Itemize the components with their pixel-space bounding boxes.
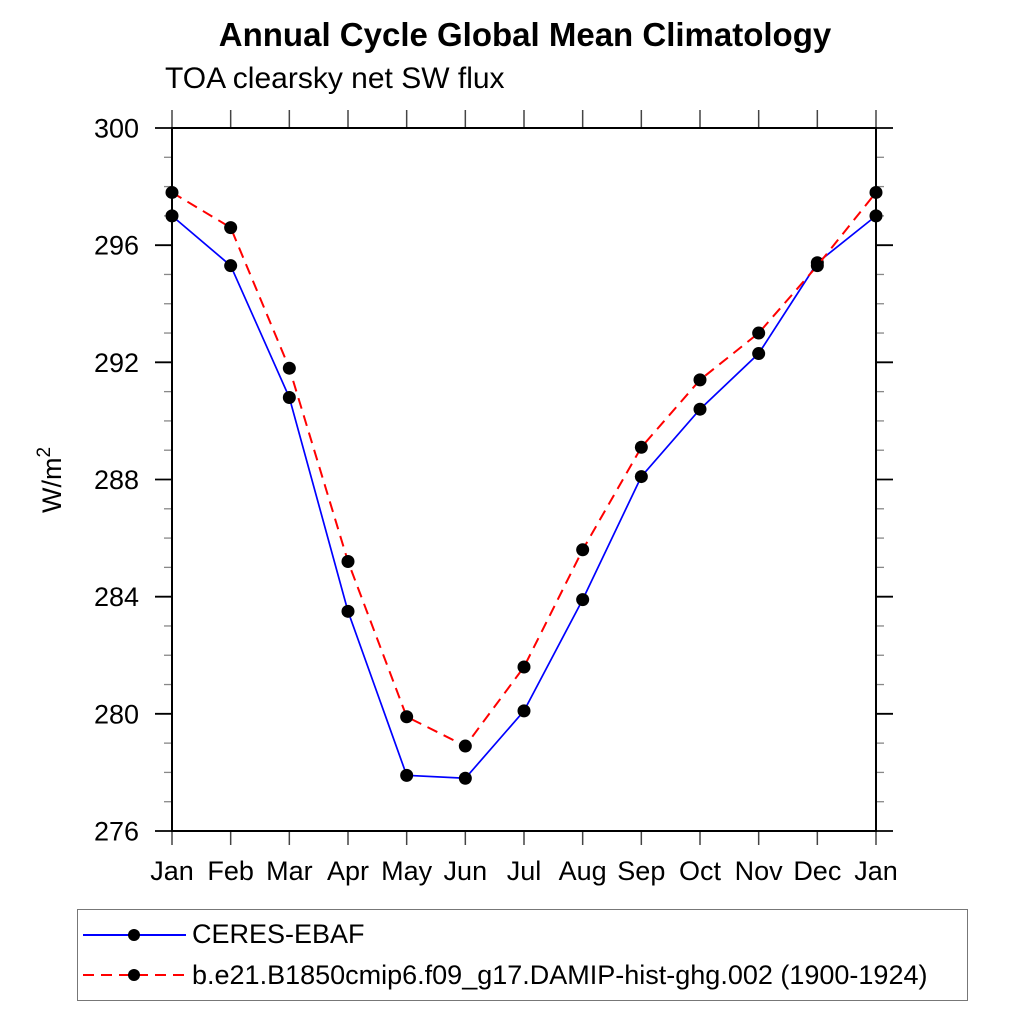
- series-line-0: [171, 215, 877, 780]
- legend-item-model: b.e21.B1850cmip6.f09_g17.DAMIP-hist-ghg.…: [81, 960, 967, 991]
- x-tick-label: Mar: [266, 856, 313, 886]
- legend-line-sample-solid: [83, 928, 186, 941]
- x-tick-label: Apr: [327, 856, 369, 886]
- y-tick-label: 276: [94, 817, 139, 847]
- series-marker-1: [693, 373, 707, 387]
- series-marker-1: [576, 543, 590, 557]
- series-marker-0: [693, 402, 707, 416]
- x-tick-label: Sep: [617, 856, 665, 886]
- plot-frame: [171, 127, 877, 832]
- y-tick-label: 280: [94, 699, 139, 729]
- series-marker-1: [165, 185, 179, 199]
- series-marker-0: [752, 347, 766, 361]
- legend-label-model: b.e21.B1850cmip6.f09_g17.DAMIP-hist-ghg.…: [192, 959, 928, 990]
- series-marker-0: [634, 470, 648, 484]
- series-marker-1: [341, 555, 355, 569]
- x-tick-label: Oct: [679, 856, 722, 886]
- y-tick-label: 292: [94, 348, 139, 378]
- series-marker-1: [517, 660, 531, 674]
- series-marker-0: [341, 604, 355, 618]
- legend-sample-marker: [128, 928, 140, 941]
- y-tick-label: 296: [94, 231, 139, 261]
- series-marker-1: [752, 326, 766, 340]
- x-tick-label: Dec: [793, 856, 841, 886]
- legend-label-ceres: CERES-EBAF: [192, 919, 365, 950]
- legend-box: CERES-EBAF b.e21.B1850cmip6.f09_g17.DAMI…: [77, 909, 968, 1001]
- series-marker-0: [282, 390, 296, 404]
- x-tick-label: Aug: [559, 856, 607, 886]
- series-marker-0: [400, 768, 414, 782]
- y-tick-label: 300: [94, 114, 139, 144]
- y-axis-label: W/m2: [34, 447, 67, 513]
- x-tick-label: Jul: [507, 856, 542, 886]
- x-tick-label: Feb: [207, 856, 254, 886]
- legend-item-ceres: CERES-EBAF: [81, 919, 967, 950]
- legend-sample-marker: [128, 969, 140, 982]
- x-tick-label: Nov: [735, 856, 784, 886]
- series-marker-1: [634, 440, 648, 454]
- series-marker-0: [869, 209, 883, 223]
- chart-subtitle: TOA clearsky net SW flux: [165, 62, 505, 95]
- series-marker-0: [224, 259, 238, 273]
- series-marker-1: [400, 710, 414, 724]
- x-tick-label: Jan: [150, 856, 194, 886]
- series-marker-1: [810, 259, 824, 273]
- series-marker-0: [576, 593, 590, 607]
- series-marker-1: [282, 361, 296, 375]
- chart-title: Annual Cycle Global Mean Climatology: [218, 16, 832, 53]
- y-tick-label: 288: [94, 465, 139, 495]
- series-marker-1: [224, 221, 238, 235]
- x-tick-label: May: [381, 856, 433, 886]
- series-marker-0: [165, 209, 179, 223]
- x-tick-label: Jun: [444, 856, 488, 886]
- x-tick-label: Jan: [854, 856, 898, 886]
- series-marker-1: [458, 739, 472, 753]
- series-marker-1: [869, 185, 883, 199]
- legend-line-sample-dashed: [83, 969, 186, 982]
- series-marker-0: [458, 771, 472, 785]
- y-tick-label: 284: [94, 582, 139, 612]
- series-marker-0: [517, 704, 531, 718]
